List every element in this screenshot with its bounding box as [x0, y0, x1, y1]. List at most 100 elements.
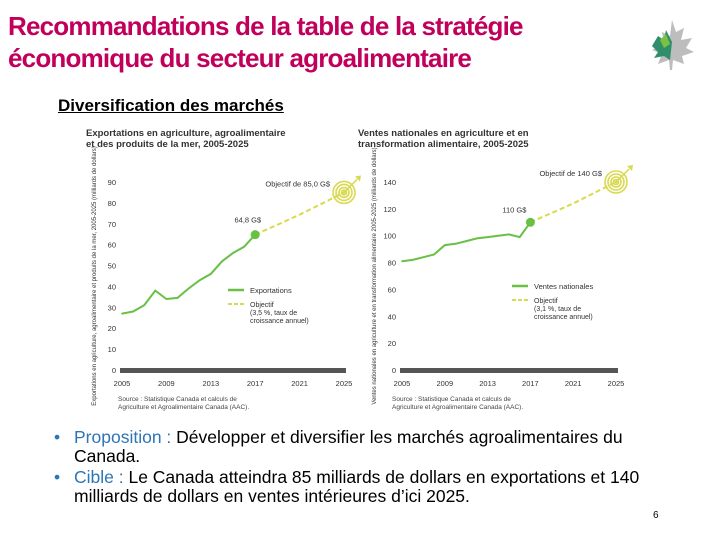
slide-title-line2: économique du secteur agroalimentaire	[8, 43, 472, 73]
data-point	[508, 233, 510, 236]
series-target-line	[254, 191, 345, 236]
data-point	[476, 237, 478, 240]
chart-domestic-sales: Ventes nationales en agriculture et en t…	[372, 147, 633, 405]
data-point	[497, 234, 500, 237]
slide-title: Recommandations de la table de la straté…	[8, 10, 628, 74]
target-arrow-icon	[615, 168, 630, 183]
legend-target-label: Objectif (3,5 %, taux de croissance annuel…	[250, 302, 309, 325]
data-point	[198, 279, 201, 281]
y-tick-label: 40	[108, 282, 116, 291]
y-tick-label: 80	[388, 259, 396, 268]
bullet-dot-icon: •	[54, 427, 61, 447]
data-point	[187, 287, 190, 290]
data-point	[401, 260, 403, 263]
x-axis-baseline	[120, 368, 346, 373]
legend-target-label: Objectif (3,1 %, taux de croissance annuel…	[534, 298, 593, 321]
data-point	[411, 259, 414, 261]
chart1-title: Exportations en agriculture, agroaliment…	[86, 128, 286, 150]
chart2-title: Ventes nationales en agriculture et en t…	[358, 128, 529, 150]
y-tick-label: 120	[383, 205, 396, 214]
y-axis-label: Ventes nationales en agriculture et en t…	[372, 147, 378, 404]
x-tick-label: 2025	[336, 379, 353, 388]
target-arrow-fletching-icon	[627, 165, 633, 171]
bullet-proposal: • Proposition : Développer et diversifie…	[52, 428, 672, 466]
y-tick-label: 80	[108, 199, 116, 208]
current-value-marker	[250, 230, 260, 240]
data-point	[143, 304, 145, 307]
x-tick-label: 2025	[608, 379, 625, 388]
chart2-source: Source : Statistique Canada et calculs d…	[392, 396, 524, 411]
bullet-list: • Proposition : Développer et diversifie…	[52, 428, 672, 508]
y-tick-label: 30	[108, 303, 116, 312]
data-point	[210, 273, 212, 275]
y-tick-label: 60	[108, 241, 116, 250]
target-ring-icon	[338, 186, 350, 199]
maple-leaf-lime-icon	[660, 34, 670, 48]
x-tick-label: 2005	[114, 379, 131, 388]
bullet-proposal-text: Développer et diversifier les marchés ag…	[74, 427, 623, 466]
y-tick-label: 70	[108, 220, 116, 229]
x-tick-label: 2009	[158, 379, 175, 388]
data-point	[243, 245, 245, 248]
data-point	[465, 240, 467, 242]
x-tick-label: 2013	[202, 379, 219, 388]
data-point	[154, 289, 157, 292]
series-target-line	[529, 181, 617, 224]
bullet-target: • Cible : Le Canada atteindra 85 milliar…	[52, 468, 672, 506]
x-tick-label: 2017	[247, 379, 264, 388]
bullet-dot-icon: •	[54, 467, 61, 487]
y-axis-label: Exportations en agriculture, agroaliment…	[92, 146, 98, 405]
current-value-label: 110 G$	[502, 205, 527, 214]
chart-exports: Exportations en agriculture, agroaliment…	[92, 146, 361, 406]
y-tick-label: 100	[383, 232, 396, 241]
page-number: 6	[653, 510, 659, 521]
data-point	[221, 260, 223, 263]
maple-leaf-logo	[652, 20, 694, 70]
target-ring-icon	[607, 173, 625, 191]
y-tick-label: 10	[108, 345, 116, 354]
current-value-label: 64,8 G$	[235, 216, 263, 225]
x-tick-label: 2013	[479, 379, 496, 388]
target-value-label: Objectif de 140 G$	[539, 169, 602, 178]
x-axis-baseline	[400, 368, 618, 373]
maple-leaf-gray-icon	[652, 20, 694, 70]
target-arrow-fletching-icon	[355, 175, 361, 182]
x-tick-label: 2009	[436, 379, 453, 388]
target-value-label: Objectif de 85,0 G$	[265, 179, 330, 188]
legend-actual-label: Ventes nationales	[534, 282, 593, 291]
slide-title-line1: Recommandations de la table de la straté…	[8, 11, 523, 41]
bullet-target-lead: Cible :	[74, 467, 129, 487]
target-arrow-icon	[343, 178, 358, 193]
target-ring-icon	[612, 178, 620, 186]
target-ring-icon	[610, 176, 622, 188]
y-tick-label: 90	[108, 178, 116, 187]
data-point	[444, 244, 446, 246]
y-tick-label: 140	[383, 178, 396, 187]
y-tick-label: 50	[108, 262, 116, 271]
data-point	[132, 310, 134, 313]
maple-leaf-green-icon	[652, 30, 672, 60]
x-tick-label: 2005	[394, 379, 411, 388]
data-point	[518, 236, 521, 238]
y-tick-label: 40	[388, 312, 396, 321]
series-actual-line	[121, 233, 256, 315]
data-point	[232, 252, 234, 254]
target-ring-icon	[340, 189, 348, 196]
data-point	[486, 236, 489, 238]
y-tick-label: 20	[108, 324, 116, 333]
bullet-proposal-lead: Proposition :	[74, 427, 177, 447]
x-tick-label: 2021	[291, 379, 308, 388]
y-tick-label: 0	[112, 366, 116, 375]
x-tick-label: 2021	[565, 379, 582, 388]
data-point	[176, 297, 179, 299]
bullet-target-text: Le Canada atteindra 85 milliards de doll…	[74, 467, 640, 506]
y-tick-label: 20	[388, 339, 396, 348]
data-point	[165, 298, 168, 300]
data-point	[422, 256, 425, 258]
target-ring-icon	[335, 183, 353, 202]
section-subtitle: Diversification des marchés	[58, 96, 284, 115]
chart1-source: Source : Statistique Canada et calculs d…	[118, 396, 250, 411]
data-point	[454, 242, 457, 245]
target-ring-icon	[604, 170, 628, 194]
legend-actual-label: Exportations	[250, 286, 292, 295]
